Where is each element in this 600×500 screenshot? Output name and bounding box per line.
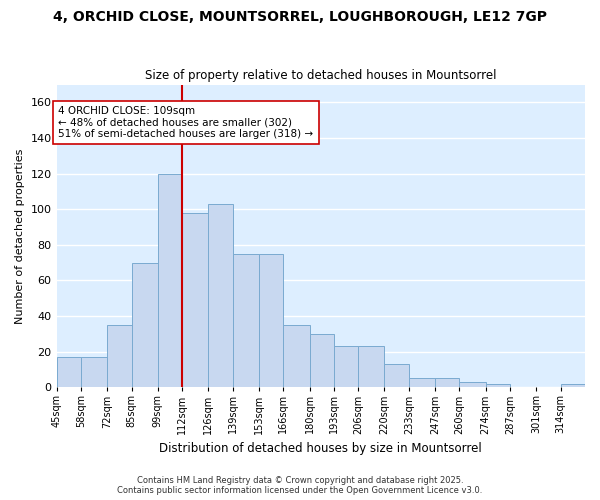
Bar xyxy=(81,357,107,388)
Bar xyxy=(182,213,208,388)
Bar xyxy=(334,346,358,388)
Bar xyxy=(435,378,460,388)
Bar xyxy=(385,364,409,388)
Bar xyxy=(208,204,233,388)
Title: Size of property relative to detached houses in Mountsorrel: Size of property relative to detached ho… xyxy=(145,69,497,82)
Bar xyxy=(310,334,334,388)
Y-axis label: Number of detached properties: Number of detached properties xyxy=(15,148,25,324)
Bar xyxy=(485,384,510,388)
Bar xyxy=(283,325,310,388)
Bar xyxy=(259,254,283,388)
Bar xyxy=(131,262,158,388)
Bar xyxy=(56,357,81,388)
Text: 4, ORCHID CLOSE, MOUNTSORREL, LOUGHBOROUGH, LE12 7GP: 4, ORCHID CLOSE, MOUNTSORREL, LOUGHBOROU… xyxy=(53,10,547,24)
Bar xyxy=(158,174,182,388)
Text: 4 ORCHID CLOSE: 109sqm
← 48% of detached houses are smaller (302)
51% of semi-de: 4 ORCHID CLOSE: 109sqm ← 48% of detached… xyxy=(58,106,314,139)
Bar xyxy=(358,346,385,388)
Text: Contains HM Land Registry data © Crown copyright and database right 2025.
Contai: Contains HM Land Registry data © Crown c… xyxy=(118,476,482,495)
Bar xyxy=(107,325,131,388)
X-axis label: Distribution of detached houses by size in Mountsorrel: Distribution of detached houses by size … xyxy=(160,442,482,455)
Bar xyxy=(460,382,485,388)
Bar xyxy=(233,254,259,388)
Bar xyxy=(560,384,585,388)
Bar xyxy=(409,378,435,388)
